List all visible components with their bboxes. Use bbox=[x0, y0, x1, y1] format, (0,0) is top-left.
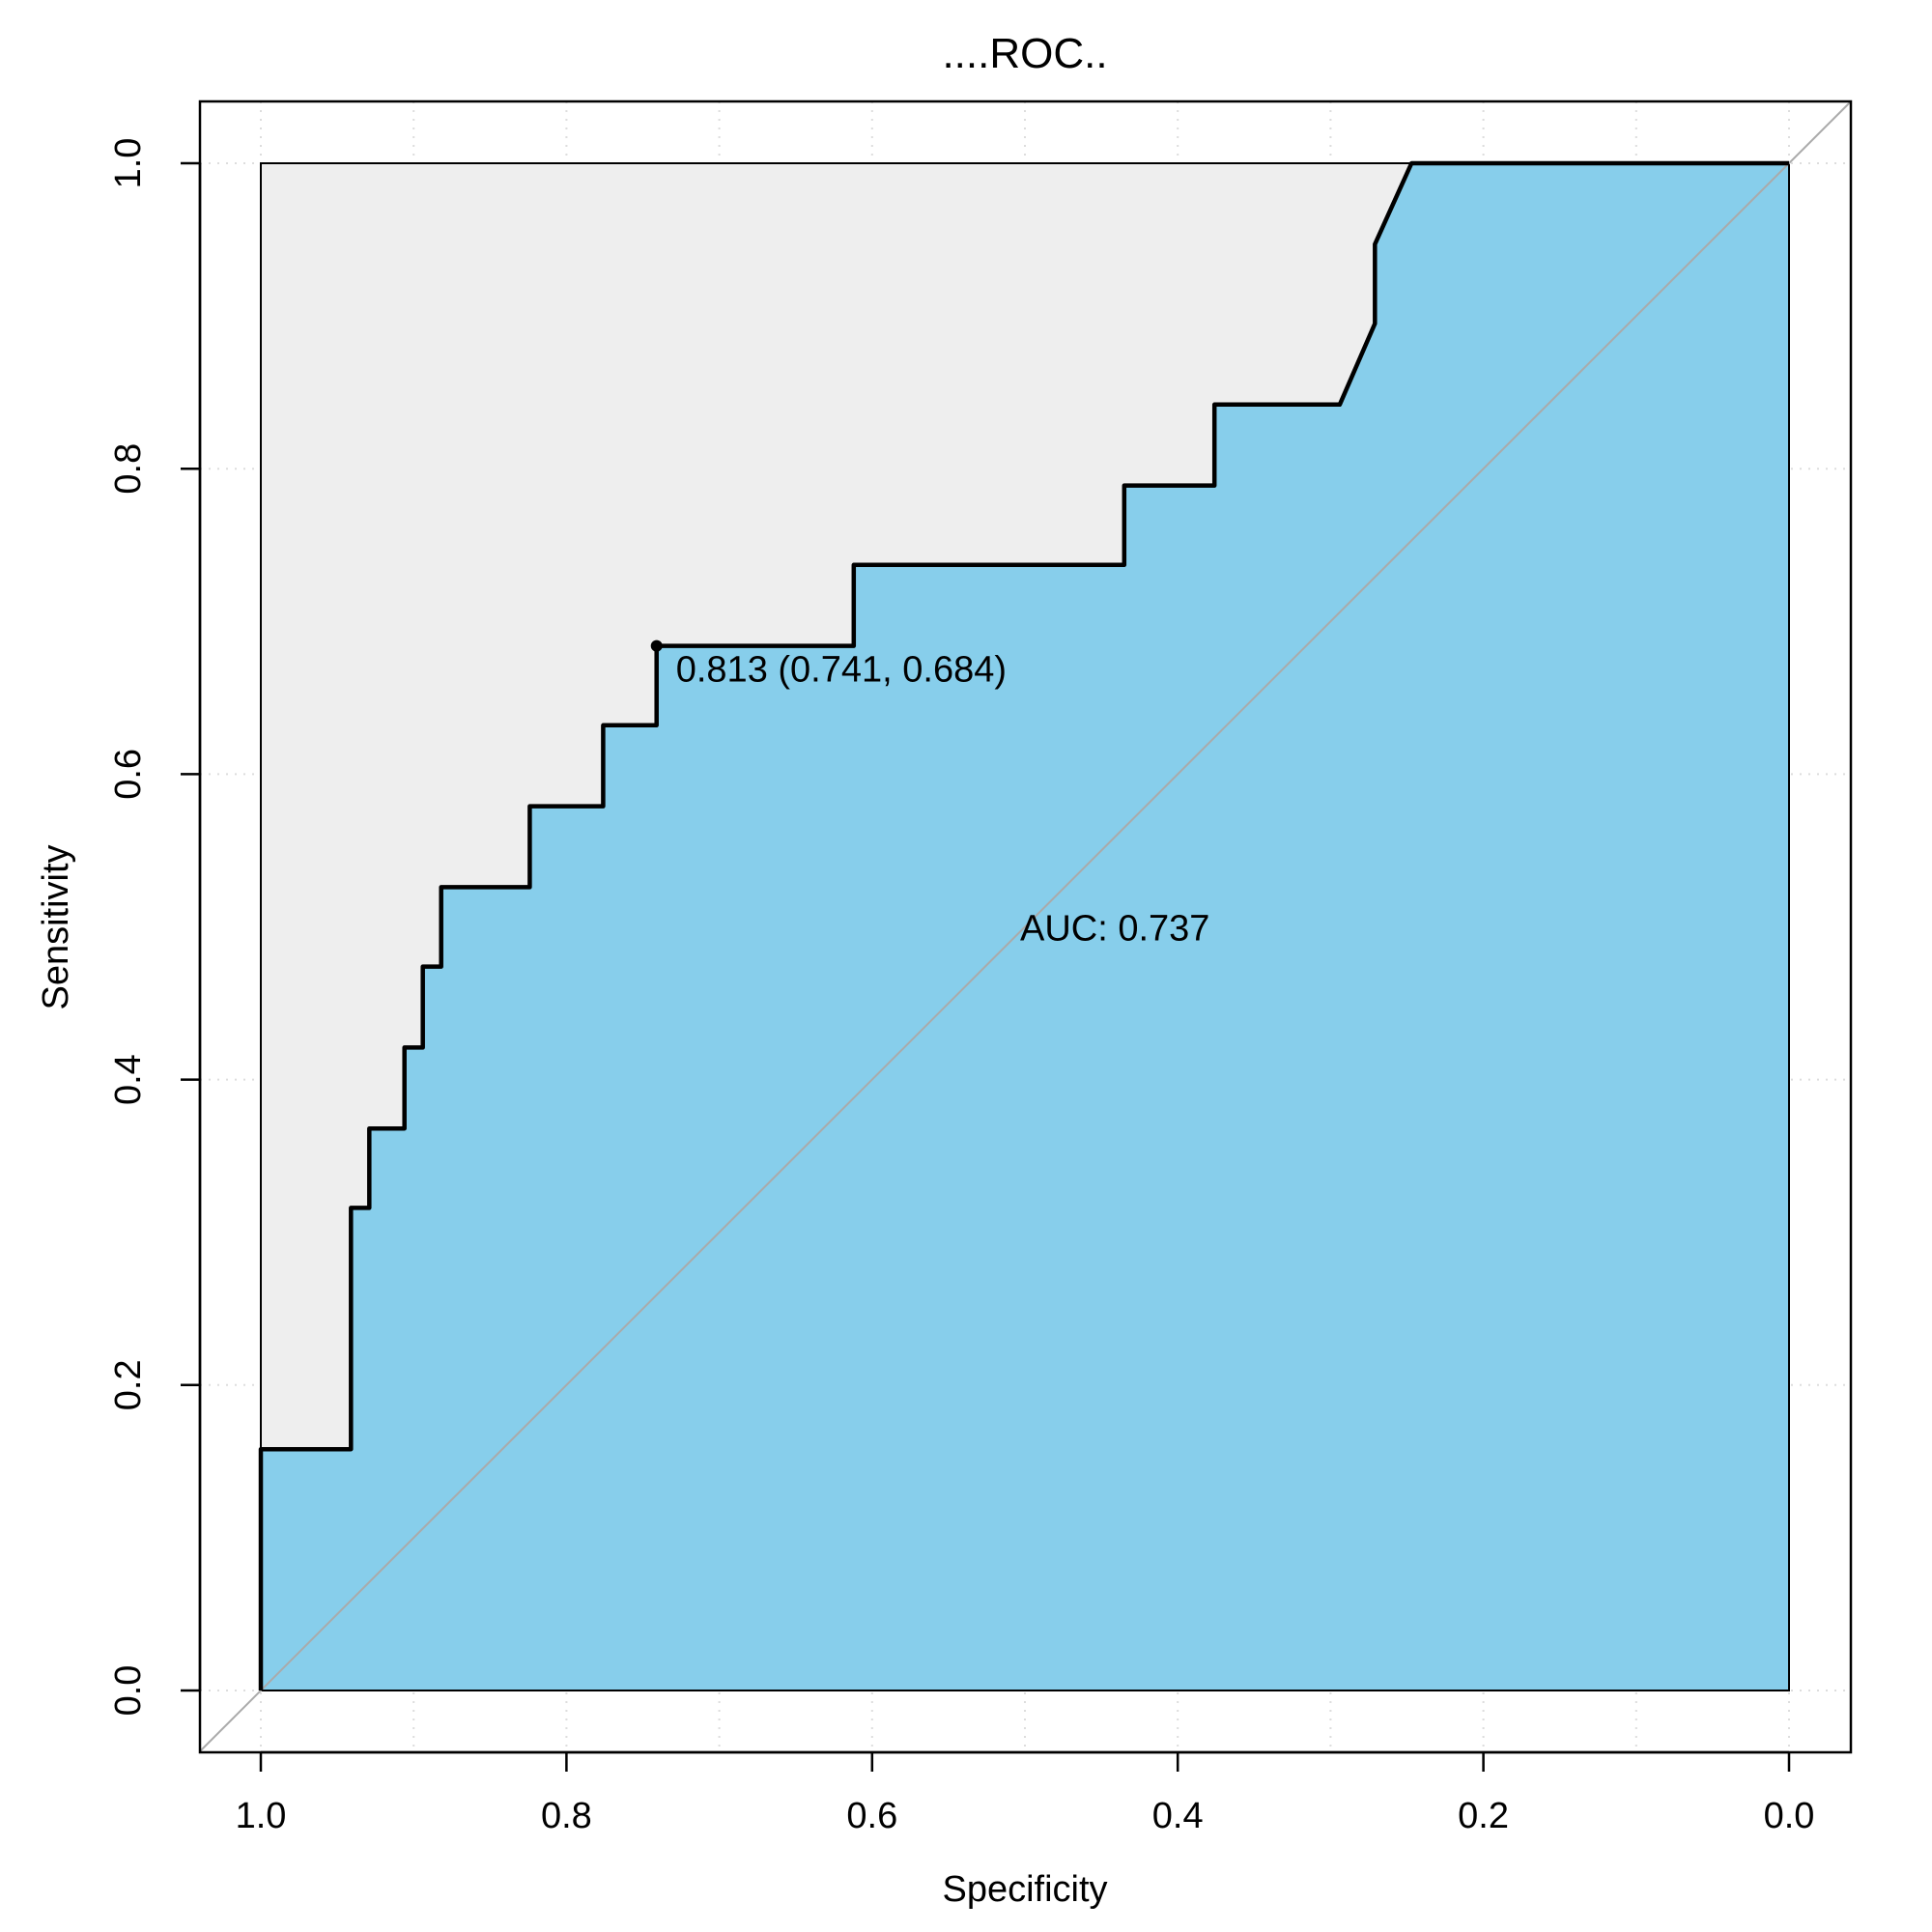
y-tick-label: 0.4 bbox=[108, 1054, 149, 1105]
roc-curve bbox=[258, 160, 1789, 1690]
y-tick-label: 0.6 bbox=[108, 749, 149, 800]
best-threshold-label: 0.813 (0.741, 0.684) bbox=[676, 650, 1007, 691]
x-tick-label: 0.2 bbox=[1458, 1796, 1509, 1836]
best-threshold-point bbox=[650, 639, 663, 652]
y-axis: 0.0 0.2 0.4 0.6 0.8 1.0 bbox=[108, 138, 202, 1717]
x-tick-label: 0.4 bbox=[1152, 1796, 1204, 1836]
x-axis: 1.0 0.8 0.6 0.4 0.2 0.0 bbox=[236, 1750, 1815, 1836]
y-tick-label: 0.0 bbox=[108, 1665, 149, 1717]
x-axis-label: Specificity bbox=[942, 1869, 1107, 1910]
x-tick-label: 0.0 bbox=[1764, 1796, 1815, 1836]
chart-title: ....ROC.. bbox=[942, 30, 1107, 77]
x-tick-label: 0.8 bbox=[541, 1796, 592, 1836]
unit-square-border bbox=[260, 162, 1790, 1691]
chance-diagonal bbox=[200, 101, 1851, 1752]
x-tick-label: 0.6 bbox=[846, 1796, 897, 1836]
y-tick-label: 1.0 bbox=[108, 138, 149, 189]
y-axis-label: Sensitivity bbox=[36, 844, 76, 1009]
y-tick-label: 0.2 bbox=[108, 1359, 149, 1410]
x-tick-label: 1.0 bbox=[236, 1796, 287, 1836]
auc-label: AUC: 0.737 bbox=[1020, 909, 1209, 950]
y-tick-label: 0.8 bbox=[108, 443, 149, 495]
